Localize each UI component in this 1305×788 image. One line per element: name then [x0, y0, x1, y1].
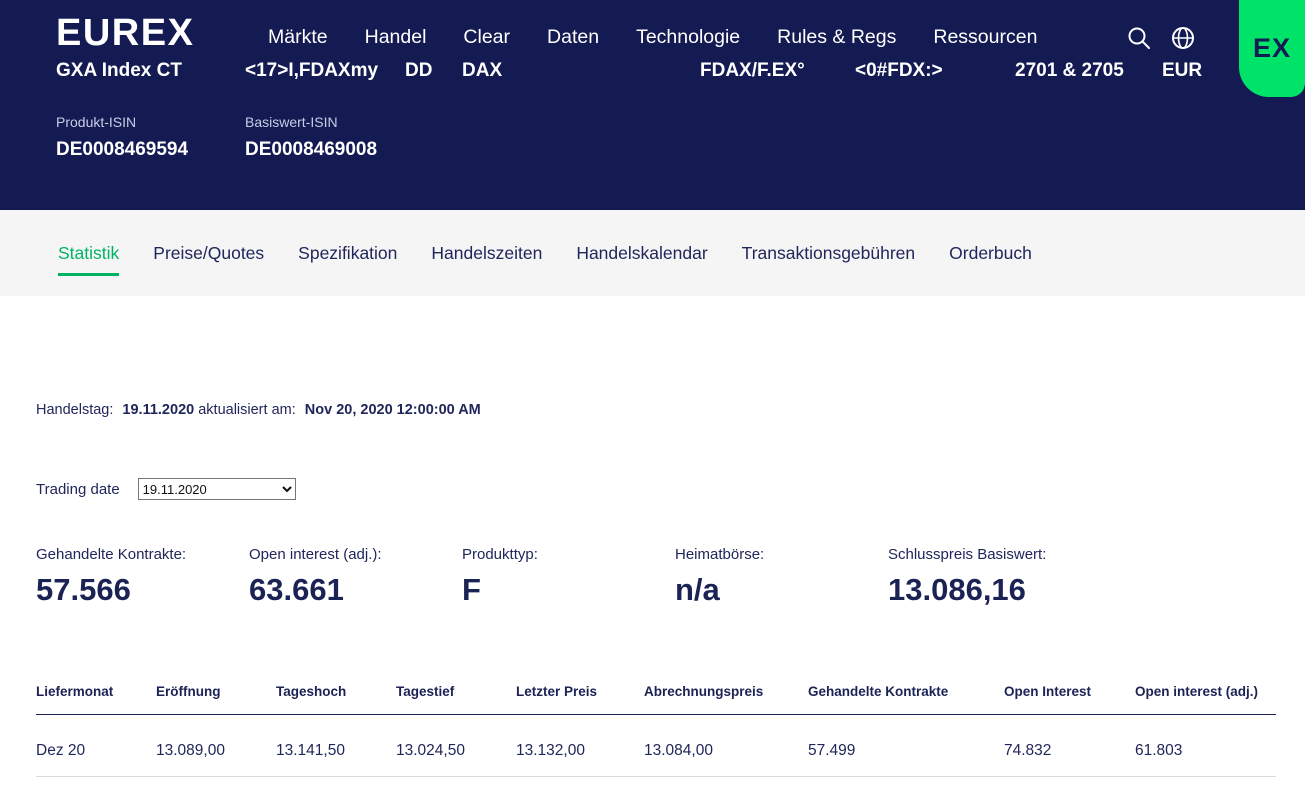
- statistics-table: Liefermonat Eröffnung Tageshoch Tagestie…: [36, 684, 1276, 777]
- basiswert-isin-value: DE0008469008: [245, 139, 378, 160]
- updated-value: Nov 20, 2020 12:00:00 AM: [304, 402, 481, 418]
- stat-label: Open interest (adj.):: [249, 546, 382, 563]
- stat-label: Heimatbörse:: [675, 546, 765, 563]
- stat-label: Schlusspreis Basiswert:: [888, 546, 1047, 563]
- nav-item-maerkte[interactable]: Märkte: [268, 26, 328, 48]
- nav-item-daten[interactable]: Daten: [547, 26, 600, 48]
- badge-label: EX: [1252, 33, 1292, 63]
- tab-statistik[interactable]: Statistik: [58, 227, 120, 280]
- stat-open-interest-adj: Open interest (adj.): 63.661: [249, 546, 462, 608]
- tab-preise-quotes[interactable]: Preise/Quotes: [153, 242, 265, 263]
- nav-item-handel[interactable]: Handel: [364, 26, 427, 48]
- handelstag-label: Handelstag:: [36, 402, 114, 418]
- col-tageshoch: Tageshoch: [276, 684, 396, 715]
- stat-value: 63.661: [249, 572, 344, 607]
- stat-label: Produkttyp:: [462, 546, 538, 563]
- stat-schlusspreis-basiswert: Schlusspreis Basiswert: 13.086,16: [888, 546, 1101, 608]
- stats-row: Gehandelte Kontrakte: 57.566 Open intere…: [36, 546, 1276, 608]
- search-icon[interactable]: [1126, 25, 1152, 51]
- table-row: Dez 20 13.089,00 13.141,50 13.024,50 13.…: [36, 714, 1276, 777]
- cell-liefermonat: Dez 20: [36, 714, 156, 777]
- statistik-panel: Handelstag: 19.11.2020 aktualisiert am: …: [0, 296, 1305, 788]
- tab-orderbuch[interactable]: Orderbuch: [949, 242, 1032, 263]
- stat-heimatboerse: Heimatbörse: n/a: [675, 546, 888, 608]
- eurex-ex-badge[interactable]: EX: [1239, 0, 1305, 97]
- nav-item-ressourcen[interactable]: Ressourcen: [933, 26, 1038, 48]
- product-value-code: <17>I,FDAXmy: [245, 60, 379, 81]
- trading-date-row: Trading date 19.11.2020: [36, 478, 296, 500]
- product-tabbar: Statistik Preise/Quotes Spezifikation Ha…: [0, 210, 1305, 296]
- globe-icon[interactable]: [1170, 25, 1196, 51]
- cell-letzter-preis: 13.132,00: [516, 714, 644, 777]
- col-liefermonat: Liefermonat: [36, 684, 156, 715]
- stat-value: F: [462, 572, 481, 607]
- col-gehandelte-kontrakte: Gehandelte Kontrakte: [808, 684, 1004, 715]
- tab-handelszeiten[interactable]: Handelszeiten: [431, 242, 543, 263]
- stat-produkttyp: Produkttyp: F: [462, 546, 675, 608]
- stat-label: Gehandelte Kontrakte:: [36, 546, 187, 563]
- produkt-isin-value: DE0008469594: [56, 139, 189, 160]
- stat-value: 57.566: [36, 572, 131, 607]
- stat-value: n/a: [675, 572, 720, 607]
- nav-item-rules-regs[interactable]: Rules & Regs: [777, 26, 897, 48]
- cell-eroeffnung: 13.089,00: [156, 714, 276, 777]
- product-value-ric: <0#FDX:>: [855, 60, 943, 81]
- product-value-currency: EUR: [1162, 60, 1203, 81]
- cell-gehandelte-kontrakte: 57.499: [808, 714, 1004, 777]
- nav-item-technologie[interactable]: Technologie: [636, 26, 741, 48]
- tab-spezifikation[interactable]: Spezifikation: [298, 242, 398, 263]
- trading-date-select[interactable]: 19.11.2020: [137, 478, 296, 500]
- stat-gehandelte-kontrakte: Gehandelte Kontrakte: 57.566: [36, 546, 249, 608]
- tab-handelskalendar[interactable]: Handelskalendar: [576, 242, 708, 263]
- trade-day-line: Handelstag: 19.11.2020 aktualisiert am: …: [36, 402, 481, 418]
- product-value-numbers: 2701 & 2705: [1015, 60, 1124, 81]
- col-letzter-preis: Letzter Preis: [516, 684, 644, 715]
- eurex-logo[interactable]: EUREX: [56, 12, 195, 54]
- product-value-dax: DAX: [462, 60, 503, 81]
- produkt-isin-label: Produkt-ISIN: [56, 114, 137, 130]
- col-open-interest: Open Interest: [1004, 684, 1135, 715]
- col-abrechnungspreis: Abrechnungspreis: [644, 684, 808, 715]
- col-tagestief: Tagestief: [396, 684, 516, 715]
- cell-tageshoch: 13.141,50: [276, 714, 396, 777]
- table-header-row: Liefermonat Eröffnung Tageshoch Tagestie…: [36, 684, 1276, 715]
- tab-transaktionsgebuehren[interactable]: Transaktionsgebühren: [741, 242, 916, 263]
- product-value-bloomberg: GXA Index CT: [56, 60, 182, 81]
- handelstag-date: 19.11.2020: [122, 402, 195, 418]
- updated-label: aktualisiert am:: [198, 402, 296, 418]
- product-value-dd: DD: [405, 60, 433, 81]
- nav-item-clear[interactable]: Clear: [463, 26, 511, 48]
- cell-open-interest-adj: 61.803: [1135, 714, 1276, 777]
- stat-value: 13.086,16: [888, 572, 1026, 607]
- main-nav: Märkte Handel Clear Daten Technologie Ru…: [268, 26, 1037, 49]
- cell-tagestief: 13.024,50: [396, 714, 516, 777]
- cell-abrechnungspreis: 13.084,00: [644, 714, 808, 777]
- col-open-interest-adj: Open interest (adj.): [1135, 684, 1276, 715]
- trading-date-label: Trading date: [36, 480, 120, 498]
- col-eroeffnung: Eröffnung: [156, 684, 276, 715]
- cell-open-interest: 74.832: [1004, 714, 1135, 777]
- product-value-fdax: FDAX/F.EX°: [700, 60, 805, 81]
- basiswert-isin-label: Basiswert-ISIN: [245, 114, 338, 130]
- site-header: EUREX Märkte Handel Clear Daten Technolo…: [0, 0, 1305, 210]
